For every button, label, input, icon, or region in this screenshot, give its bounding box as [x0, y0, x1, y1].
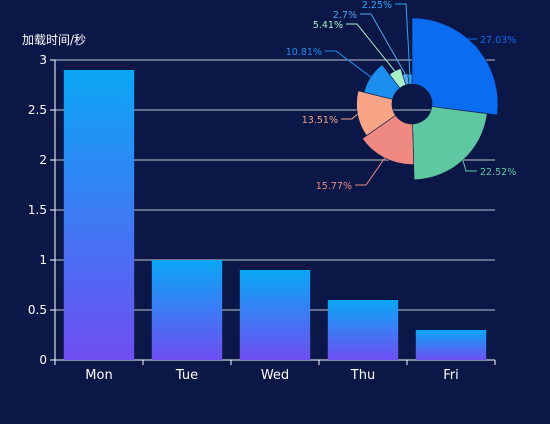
slice-label: 22.52% — [480, 167, 516, 178]
bar-chart: 加载时间/秒 0 0.5 1 1.5 2 2.5 3 Mon Tue Wed Thu Fri — [22, 33, 496, 383]
x-tick-label: Fri — [443, 368, 459, 383]
y-tick-label: 0 — [39, 353, 47, 367]
x-tick-label: Wed — [261, 368, 289, 383]
rose-slice[interactable] — [407, 73, 413, 85]
slice-leader-line — [355, 157, 386, 186]
y-axis-title: 加载时间/秒 — [22, 33, 86, 47]
slice-leader-line — [395, 3, 411, 75]
slice-label: 15.77% — [316, 181, 352, 192]
rose-slice[interactable] — [411, 17, 499, 116]
slice-label: 27.03% — [480, 35, 516, 46]
y-tick-label: 0.5 — [28, 303, 47, 317]
x-tick-label: Mon — [85, 368, 112, 383]
rose-slice[interactable] — [363, 64, 401, 100]
slice-label: 5.41% — [313, 20, 343, 31]
slice-label: 2.7% — [333, 10, 357, 21]
slice-leader-line — [341, 113, 358, 120]
slice-label: 2.25% — [362, 0, 392, 11]
y-tick-label: 2.5 — [28, 103, 47, 117]
slice-label: 10.81% — [286, 47, 322, 58]
y-tick-label: 2 — [39, 153, 47, 167]
slice-leader-line — [360, 13, 406, 75]
rose-slice[interactable] — [412, 106, 488, 181]
y-tick-label: 1 — [39, 253, 47, 267]
x-tick-label: Thu — [350, 368, 375, 383]
rose-slice[interactable] — [389, 68, 407, 89]
bar-mon[interactable] — [63, 70, 135, 360]
slice-label: 13.51% — [302, 115, 338, 126]
y-tick-label: 1.5 — [28, 203, 47, 217]
bar-thu[interactable] — [327, 300, 399, 360]
rose-slice[interactable] — [402, 72, 410, 86]
slice-leader-line — [346, 23, 396, 72]
bar-tue[interactable] — [151, 260, 223, 360]
rose-slice[interactable] — [356, 90, 397, 137]
rose-slice[interactable] — [361, 115, 415, 165]
slice-leader-line — [462, 160, 477, 172]
x-tick-label: Tue — [175, 368, 198, 383]
bar-fri[interactable] — [415, 330, 487, 360]
slice-leader-line — [325, 50, 372, 78]
bar-wed[interactable] — [239, 270, 311, 360]
slice-leader-line — [464, 38, 477, 48]
y-tick-label: 3 — [39, 53, 47, 67]
rose-pie-chart: 27.03% 22.52% 15.77% 13.51% 10.81% 5.41%2.7% 2… — [286, 0, 516, 192]
